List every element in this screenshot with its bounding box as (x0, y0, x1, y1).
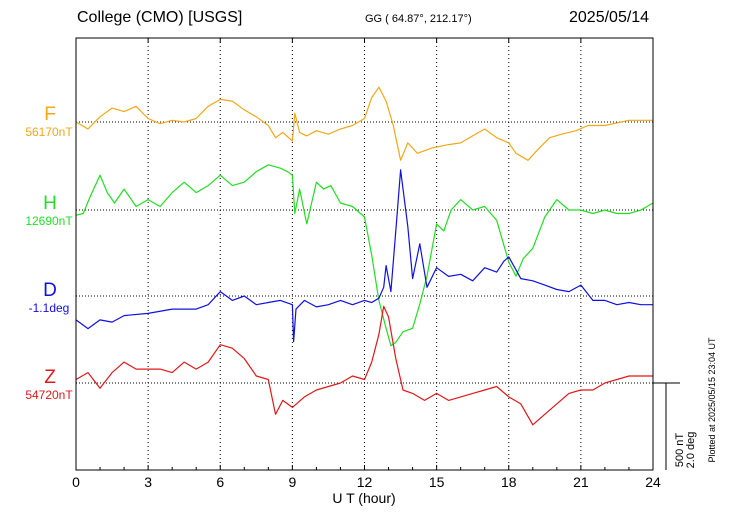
x-ticks: 0 3 6 9 12 15 18 21 24 (72, 38, 661, 490)
trace-D (75, 169, 653, 343)
series-baseline-H: 12690nT (25, 214, 73, 228)
x-tick-label-21: 21 (573, 474, 589, 490)
scale-bar: 500 nT 2.0 deg (653, 382, 697, 470)
grid (147, 38, 582, 470)
series-baseline-Z: 54720nT (25, 388, 73, 402)
series-baseline-F: 56170nT (25, 125, 73, 139)
series-baseline-D: -1.1deg (29, 301, 70, 315)
x-tick-label-0: 0 (72, 474, 80, 490)
chart-date: 2025/05/14 (569, 9, 650, 26)
scale-bar-deg-label: 2.0 deg (685, 432, 697, 469)
traces (75, 86, 654, 426)
x-tick-label-12: 12 (357, 474, 373, 490)
series-name-H: H (43, 193, 57, 214)
x-tick-label-6: 6 (216, 474, 224, 490)
series-name-D: D (43, 280, 57, 301)
scale-bar-nt-label: 500 nT (674, 433, 686, 468)
plotted-timestamp: Plotted at 2025/05/15 23:04 UT (707, 337, 717, 463)
series-name-F: F (44, 104, 56, 125)
trace-H (75, 164, 654, 347)
x-tick-label-24: 24 (645, 474, 661, 490)
x-tick-label-18: 18 (501, 474, 517, 490)
trace-Z (75, 305, 653, 426)
x-tick-label-15: 15 (429, 474, 445, 490)
series-name-Z: Z (44, 367, 56, 388)
x-tick-label-3: 3 (144, 474, 152, 490)
x-tick-label-9: 9 (288, 474, 296, 490)
station-title: College (CMO) [USGS] (77, 9, 243, 26)
trace-F (75, 86, 653, 161)
x-axis-label: U T (hour) (332, 490, 395, 506)
baselines (76, 121, 653, 384)
station-coordinates: GG ( 64.87°, 212.17°) (365, 13, 472, 25)
